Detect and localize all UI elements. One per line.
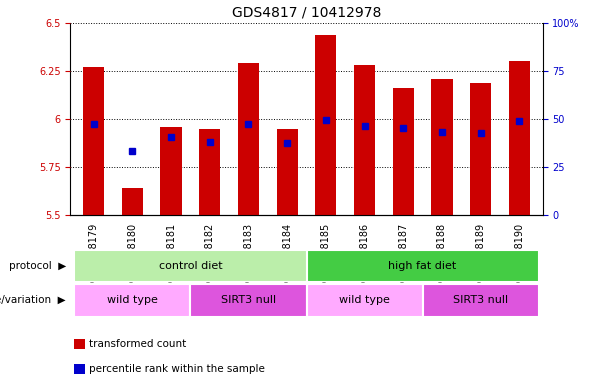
Text: high fat diet: high fat diet [389,261,457,271]
Bar [354,65,375,215]
Text: SIRT3 null: SIRT3 null [221,295,276,306]
Bar [276,129,298,215]
Bar [422,284,539,317]
Text: wild type: wild type [339,295,390,306]
Bar [74,250,306,282]
Bar [432,79,452,215]
Bar [509,61,530,215]
Text: protocol  ▶: protocol ▶ [9,261,66,271]
Bar [122,188,143,215]
Bar [392,88,414,215]
Bar [238,63,259,215]
Text: control diet: control diet [159,261,223,271]
Bar [199,129,221,215]
Bar [83,67,104,215]
Bar [470,83,491,215]
Text: wild type: wild type [107,295,158,306]
Bar [191,284,306,317]
Text: SIRT3 null: SIRT3 null [453,295,508,306]
Bar [74,284,191,317]
Bar [315,35,337,215]
Text: genotype/variation  ▶: genotype/variation ▶ [0,295,66,306]
Text: transformed count: transformed count [89,339,186,349]
Bar [306,250,539,282]
Bar [306,284,422,317]
Text: percentile rank within the sample: percentile rank within the sample [89,364,265,374]
Title: GDS4817 / 10412978: GDS4817 / 10412978 [232,5,381,19]
Bar [161,127,181,215]
